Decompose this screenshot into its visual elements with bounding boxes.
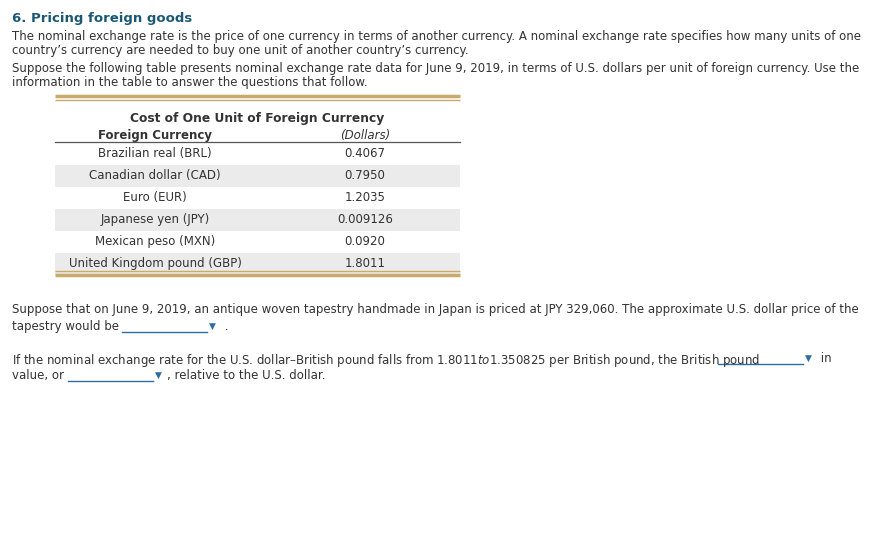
Text: Japanese yen (JPY): Japanese yen (JPY)	[101, 213, 209, 226]
Text: If the nominal exchange rate for the U.S. dollar–British pound falls from $1.801: If the nominal exchange rate for the U.S…	[12, 352, 760, 369]
Bar	[55, 253, 460, 275]
Bar	[55, 165, 460, 187]
Text: Foreign Currency: Foreign Currency	[98, 129, 212, 142]
Text: Suppose the following table presents nominal exchange rate data for June 9, 2019: Suppose the following table presents nom…	[12, 62, 859, 75]
Text: ▼: ▼	[155, 371, 162, 380]
Text: 1.2035: 1.2035	[345, 191, 386, 204]
Text: 0.7950: 0.7950	[345, 169, 386, 182]
Text: Cost of One Unit of Foreign Currency: Cost of One Unit of Foreign Currency	[130, 112, 385, 125]
Text: Euro (EUR): Euro (EUR)	[123, 191, 187, 204]
Text: .: .	[221, 320, 229, 333]
Text: 6. Pricing foreign goods: 6. Pricing foreign goods	[12, 12, 192, 25]
Text: (Dollars): (Dollars)	[340, 129, 390, 142]
Text: Brazilian real (BRL): Brazilian real (BRL)	[98, 147, 212, 160]
Text: Canadian dollar (CAD): Canadian dollar (CAD)	[90, 169, 221, 182]
Text: The nominal exchange rate is the price of one currency in terms of another curre: The nominal exchange rate is the price o…	[12, 30, 861, 43]
Text: 0.0920: 0.0920	[345, 235, 386, 248]
Text: ▼: ▼	[209, 322, 216, 331]
Text: United Kingdom pound (GBP): United Kingdom pound (GBP)	[69, 257, 242, 270]
Text: Mexican peso (MXN): Mexican peso (MXN)	[95, 235, 216, 248]
Text: ▼: ▼	[805, 354, 812, 363]
Text: 0.4067: 0.4067	[344, 147, 386, 160]
Bar	[55, 209, 460, 231]
Text: country’s currency are needed to buy one unit of another country’s currency.: country’s currency are needed to buy one…	[12, 44, 468, 57]
Text: in: in	[817, 352, 832, 365]
Text: value, or: value, or	[12, 369, 64, 382]
Text: 0.009126: 0.009126	[337, 213, 393, 226]
Text: Suppose that on June 9, 2019, an antique woven tapestry handmade in Japan is pri: Suppose that on June 9, 2019, an antique…	[12, 303, 859, 316]
Text: tapestry would be: tapestry would be	[12, 320, 119, 333]
Text: 1.8011: 1.8011	[344, 257, 386, 270]
Text: information in the table to answer the questions that follow.: information in the table to answer the q…	[12, 76, 368, 89]
Text: , relative to the U.S. dollar.: , relative to the U.S. dollar.	[167, 369, 326, 382]
